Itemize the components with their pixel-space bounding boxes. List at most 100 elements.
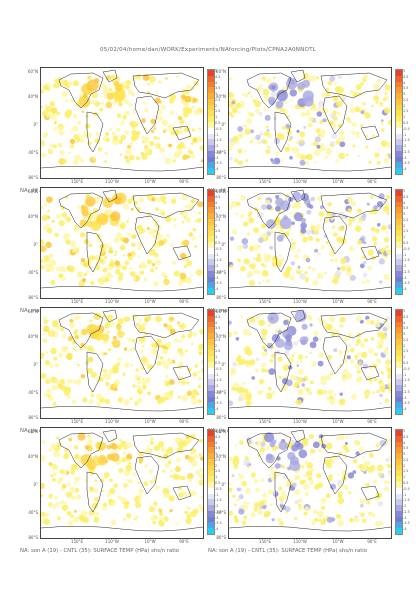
- anomaly-cell: [184, 277, 192, 284]
- anomaly-cell: [243, 221, 249, 227]
- anomaly-cell: [78, 514, 83, 518]
- colorbar-tick-label: -1.5: [215, 498, 222, 503]
- anomaly-cell: [283, 341, 293, 351]
- anomaly-cell: [45, 224, 50, 229]
- anomaly-cell: [297, 498, 303, 504]
- anomaly-cell: [312, 336, 319, 342]
- anomaly-cell: [130, 363, 134, 367]
- anomaly-cell: [376, 160, 381, 165]
- anomaly-cell: [365, 318, 371, 325]
- anomaly-cell: [156, 338, 162, 345]
- colorbar-tick-label: -3: [403, 275, 407, 280]
- lat-tick-label: 60°N: [27, 189, 38, 194]
- anomaly-cell: [377, 331, 384, 338]
- colorbar-segment: [396, 327, 402, 334]
- coastline: [132, 312, 200, 339]
- colorbar-tick-label: 5: [403, 429, 406, 433]
- anomaly-cell: [153, 475, 157, 479]
- anomaly-cell: [41, 105, 43, 109]
- anomaly-cell: [132, 109, 137, 114]
- anomaly-cell: [325, 374, 332, 381]
- lat-tick-label: 40°S: [216, 150, 226, 155]
- anomaly-cell: [156, 354, 161, 359]
- anomaly-cell: [377, 472, 382, 477]
- anomaly-cell: [237, 148, 243, 154]
- anomaly-cell: [376, 389, 380, 394]
- anomaly-cell: [200, 496, 203, 499]
- anomaly-cell: [106, 92, 114, 100]
- anomaly-cell: [102, 314, 106, 318]
- anomaly-cell: [379, 386, 386, 392]
- anomaly-cell: [185, 517, 192, 525]
- anomaly-cell: [41, 338, 46, 343]
- lat-tick-label: 0°: [33, 242, 38, 247]
- anomaly-cell: [175, 522, 179, 526]
- anomaly-cell: [233, 330, 238, 336]
- colorbar-segment: [396, 487, 402, 494]
- colorbar-segment: [208, 93, 214, 100]
- anomaly-cell: [243, 459, 250, 466]
- anomaly-cell: [388, 153, 391, 160]
- anomaly-cell: [362, 455, 365, 459]
- colorbar-segment: [208, 87, 214, 94]
- anomaly-cell: [179, 126, 182, 130]
- anomaly-cell: [132, 384, 136, 388]
- anomaly-cell: [259, 84, 263, 88]
- anomaly-cell: [198, 343, 203, 351]
- anomaly-cell: [72, 348, 76, 351]
- anomaly-cell: [125, 79, 132, 86]
- anomaly-cell: [97, 441, 107, 451]
- anomaly-cell: [60, 205, 65, 210]
- anomaly-cell: [143, 127, 147, 131]
- anomaly-cell: [229, 331, 232, 338]
- colorbar-tick-label: -0.5: [403, 486, 410, 491]
- anomaly-cell: [168, 390, 174, 396]
- anomaly-cell: [137, 377, 141, 381]
- colorbar-tick-label: 2.5: [403, 217, 409, 222]
- anomaly-cell: [67, 336, 73, 342]
- anomaly-cell: [339, 141, 346, 148]
- anomaly-cell: [167, 511, 170, 514]
- anomaly-cell: [259, 505, 263, 509]
- colorbar-segment: [396, 127, 402, 134]
- colorbar-segment: [208, 253, 214, 260]
- lon-tick-label: 110°W: [293, 299, 307, 304]
- anomaly-cell: [77, 432, 86, 441]
- anomaly-cell: [41, 205, 44, 210]
- anomaly-cell: [155, 315, 162, 323]
- anomaly-cell: [314, 136, 321, 143]
- anomaly-cell: [360, 81, 364, 86]
- anomaly-cell: [261, 345, 266, 350]
- anomaly-cell: [233, 464, 239, 469]
- lat-tick-label: 40°S: [28, 150, 38, 155]
- anomaly-cell: [293, 254, 299, 259]
- anomaly-cell: [161, 212, 165, 216]
- anomaly-cell: [77, 205, 81, 209]
- lon-tick-label: 150°E: [70, 179, 84, 184]
- coastline: [172, 245, 192, 261]
- anomaly-cell: [128, 154, 135, 161]
- anomaly-cell: [362, 213, 367, 218]
- anomaly-cell: [127, 88, 133, 95]
- coastline: [322, 335, 348, 375]
- colorbar-segment: [396, 435, 402, 442]
- lon-tick-label: 150°E: [258, 179, 272, 184]
- anomaly-cell: [317, 133, 321, 137]
- colorbar-tick-label: 0.5: [215, 241, 221, 245]
- anomaly-cell: [300, 360, 303, 363]
- anomaly-cell: [173, 195, 177, 199]
- coastline: [320, 312, 388, 339]
- anomaly-cell: [312, 141, 319, 147]
- anomaly-cell: [54, 118, 57, 122]
- colorbar-segment: [396, 110, 402, 117]
- anomaly-cell: [234, 158, 239, 163]
- colorbar-tick-label: 1.5: [403, 469, 409, 474]
- anomaly-cell: [185, 217, 190, 222]
- anomaly-cell: [130, 347, 136, 352]
- anomaly-cell: [380, 140, 388, 147]
- anomaly-cell: [70, 144, 75, 149]
- anomaly-cell: [229, 400, 234, 407]
- anomaly-cell: [306, 203, 312, 208]
- anomaly-cell: [121, 457, 127, 463]
- map-panel: 60°N 40°N 0° 40°S 80°S 150°E 110°W 10°W 90°E 5 4.5…: [208, 67, 414, 195]
